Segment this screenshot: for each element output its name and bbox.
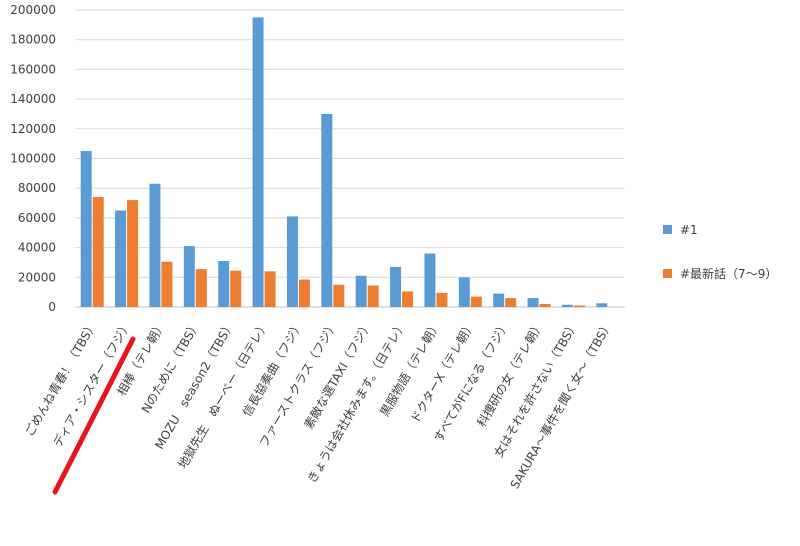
y-tick-label: 180000 <box>10 33 56 47</box>
bar-series-1 <box>355 275 367 307</box>
legend: #1 #最新話（7～9） <box>663 223 777 281</box>
bar-series-latest <box>505 298 517 307</box>
bar-series-latest <box>333 284 345 307</box>
bar-series-1 <box>218 260 230 307</box>
category-label: 科捜研の女（テレ朝） <box>474 318 547 429</box>
y-tick-label: 120000 <box>10 122 56 136</box>
y-tick-label: 140000 <box>10 92 56 106</box>
bar-series-1 <box>321 113 333 307</box>
bar-series-1 <box>80 151 92 307</box>
bar-series-latest <box>402 291 414 307</box>
bar-series-latest <box>264 271 276 307</box>
bar-series-latest <box>92 197 104 307</box>
y-tick-label: 60000 <box>18 211 56 225</box>
highlight-underline <box>52 336 136 495</box>
bar-series-latest <box>195 269 207 307</box>
y-tick-label: 80000 <box>18 181 56 195</box>
y-tick-label: 40000 <box>18 241 56 255</box>
y-tick-label: 200000 <box>10 3 56 17</box>
category-label: 信長協奏曲（フジ） <box>239 318 306 419</box>
category-label: ドクターX（テレ朝） <box>408 319 478 426</box>
bar-series-1 <box>115 210 127 307</box>
legend-swatch <box>663 225 672 234</box>
x-axis: ごめんね青春！（TBS）ディア・シスター（フジ）相棒（テレ朝）Nのために（TBS… <box>21 318 615 491</box>
bar-series-latest <box>470 296 482 307</box>
bar-series-latest <box>298 279 310 307</box>
bar-series-latest <box>436 292 448 307</box>
y-tick-label: 160000 <box>10 62 56 76</box>
bar-series-1 <box>527 298 539 307</box>
bar-series-latest <box>127 200 139 307</box>
bar-series-1 <box>286 216 298 307</box>
y-tick-label: 0 <box>48 300 56 314</box>
bar-series-latest <box>539 304 551 307</box>
legend-label: #最新話（7～9） <box>680 266 777 281</box>
legend-swatch <box>663 269 672 278</box>
legend-label: #1 <box>680 223 698 237</box>
bar-series-1 <box>561 304 573 307</box>
bar-series-1 <box>458 277 470 307</box>
y-tick-label: 20000 <box>18 270 56 284</box>
bar-series-latest <box>367 285 379 307</box>
bar-series-1 <box>424 253 436 307</box>
bar-series-latest <box>230 270 242 307</box>
bar-series-1 <box>390 266 402 307</box>
bar-series-1 <box>493 293 505 307</box>
category-label: 黒服物語（テレ朝） <box>377 318 444 419</box>
bar-series-latest <box>573 305 585 307</box>
y-tick-label: 100000 <box>10 152 56 166</box>
bars <box>80 17 608 308</box>
bar-series-latest <box>161 261 173 307</box>
bar-series-1 <box>149 183 161 307</box>
y-axis: 0 20000 40000 60000 80000 100000 120000 140000 1… <box>10 3 56 314</box>
bar-series-1 <box>183 246 195 307</box>
bar-series-1 <box>252 17 264 308</box>
bar-series-1 <box>596 303 608 307</box>
